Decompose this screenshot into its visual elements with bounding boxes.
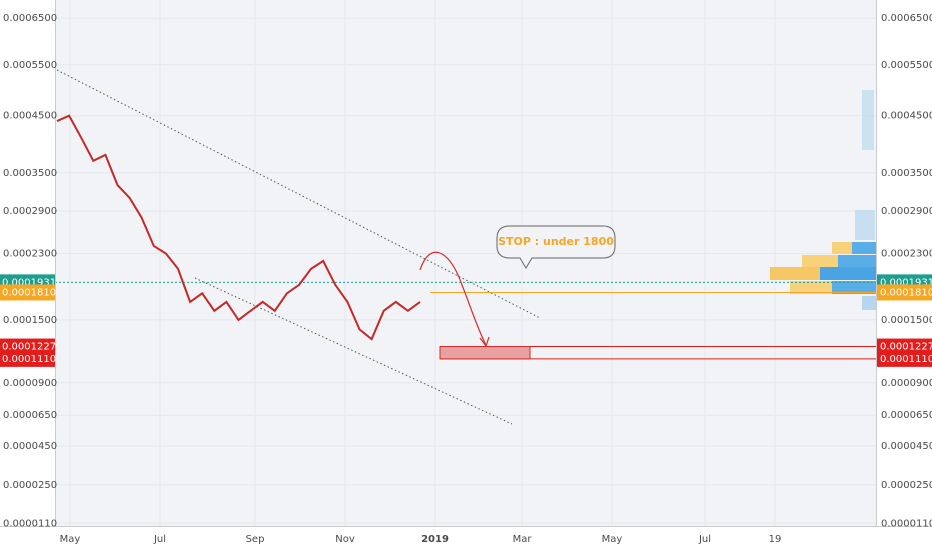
y-tick-label: 0.0001500 [881, 315, 932, 326]
y-tick-label: 0.0000450 [881, 441, 932, 452]
y-tick-label: 0.0004500 [881, 111, 932, 122]
y-tick-label: 0.0006500 [881, 13, 932, 24]
volume-bar [838, 255, 876, 267]
y-tick-label: 0.0000650 [3, 410, 57, 421]
volume-bar [820, 267, 876, 280]
y-tick-label: 0.0002300 [881, 248, 932, 259]
price-badge-label: 0.0001810 [2, 287, 56, 298]
x-tick-label: Jul [153, 534, 166, 545]
volume-bar [832, 281, 876, 294]
y-tick-label: 0.0006500 [3, 13, 57, 24]
projection-arrow [419, 251, 487, 346]
callout-text: STOP : under 1800 [498, 235, 614, 248]
x-tick-label: May [602, 534, 623, 545]
y-tick-label: 0.0000900 [881, 378, 932, 389]
price-badge [877, 284, 932, 301]
y-tick-label: 0.0002900 [3, 206, 57, 217]
callout: STOP : under 1800 [496, 225, 616, 269]
y-tick-label: 0.0000650 [881, 410, 932, 421]
plot-area [55, 0, 877, 526]
x-tick-label: Jul [698, 534, 711, 545]
channel-upper [56, 69, 541, 319]
price-badge-label: 0.0001227 [880, 342, 932, 353]
y-tick-label: 0.0002900 [881, 206, 932, 217]
price-badge-label: 0.0001931 [880, 277, 932, 288]
x-tick-label: Mar [513, 534, 533, 545]
x-tick-label: Nov [335, 534, 355, 545]
target-zone [439, 346, 531, 360]
price-badge [0, 284, 55, 301]
price-badge [877, 350, 932, 367]
price-badge-label: 0.0001810 [880, 287, 932, 298]
y-tick-label: 0.0000110 [881, 518, 932, 529]
arrow-head [479, 336, 490, 348]
price-badge-label: 0.0001931 [2, 277, 56, 288]
y-tick-label: 0.0002300 [3, 248, 57, 259]
y-tick-label: 0.0000900 [3, 378, 57, 389]
x-tick-label: Sep [246, 534, 265, 545]
y-tick-label: 0.0003500 [881, 168, 932, 179]
y-tick-label: 0.0001500 [3, 315, 57, 326]
price-badge-label: 0.0001110 [880, 354, 932, 365]
grid [55, 0, 876, 526]
volume-profile [770, 90, 876, 310]
price-badge [0, 350, 55, 367]
price-line [56, 114, 421, 341]
y-tick-label: 0.0000250 [881, 480, 932, 491]
volume-bar [855, 210, 875, 240]
y-tick-label: 0.0000250 [3, 480, 57, 491]
x-tick-label: May [60, 534, 81, 545]
volume-bar [852, 242, 876, 254]
callout-box [496, 225, 616, 269]
price-badge [0, 338, 55, 355]
x-tick-label: 19 [769, 534, 782, 545]
marks [55, 114, 876, 360]
y-tick-label: 0.0004500 [3, 111, 57, 122]
y-tick-label: 0.0000110 [3, 518, 57, 529]
y-tick-label: 0.0005500 [881, 60, 932, 71]
x-tick-label: 2019 [421, 534, 449, 545]
y-tick-label: 0.0000450 [3, 441, 57, 452]
y-tick-label: 0.0003500 [3, 168, 57, 179]
y-tick-label: 0.0005500 [3, 60, 57, 71]
volume-bar [862, 90, 874, 150]
price-badge [877, 338, 932, 355]
price-badge-label: 0.0001227 [2, 342, 56, 353]
volume-bar [862, 296, 876, 310]
price-badge-label: 0.0001110 [2, 354, 56, 365]
